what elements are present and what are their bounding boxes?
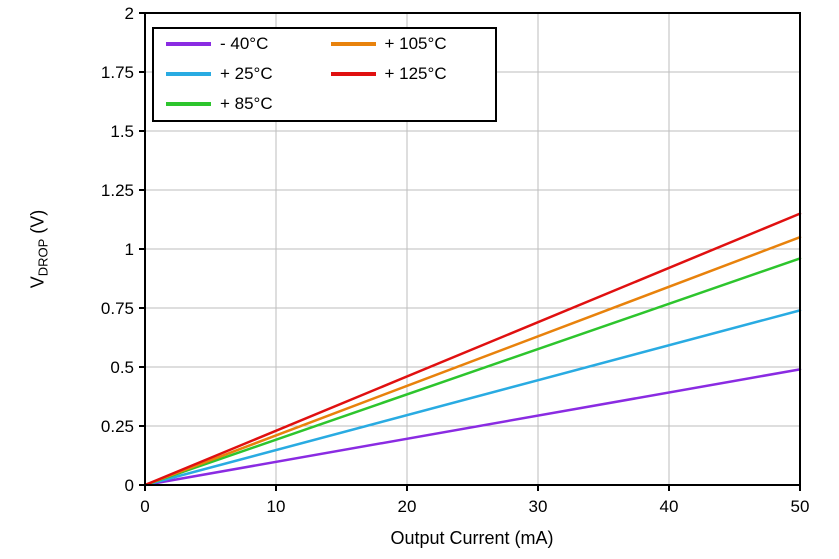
series-line-0 (143, 368, 802, 487)
y-tick-label: 1.5 (110, 122, 134, 141)
x-tick-label: 10 (267, 497, 286, 516)
y-tick-label: 1.75 (101, 63, 134, 82)
y-tick-label: 1.25 (101, 181, 134, 200)
legend-items: - 40°C + 25°C + 85°C + 105°C + 125°C (154, 29, 495, 120)
legend-swatch (330, 42, 376, 46)
legend-item: + 25°C (166, 59, 326, 89)
y-tick-label: 0.25 (101, 417, 134, 436)
x-tick-label: 20 (398, 497, 417, 516)
x-tick-label: 40 (660, 497, 679, 516)
y-tick-label: 0 (125, 476, 134, 495)
series-line-4 (143, 212, 802, 487)
legend-swatch (166, 102, 211, 106)
legend-item: + 85°C (166, 89, 326, 119)
legend-label: + 125°C (384, 64, 447, 83)
series-line-1 (143, 309, 802, 487)
legend-label: - 40°C (220, 34, 269, 53)
y-tick-label: 1 (125, 240, 134, 259)
y-axis-title: VDROP (V) (27, 209, 51, 289)
series-line-3 (143, 235, 802, 487)
legend-item: - 40°C (166, 29, 326, 59)
legend-swatch (166, 72, 211, 76)
y-tick-label: 0.75 (101, 299, 134, 318)
legend-label: + 25°C (220, 64, 273, 83)
y-axis-title-base: V (27, 276, 48, 289)
y-axis-title-subscript: DROP (35, 238, 51, 277)
y-tick-label: 0.5 (110, 358, 134, 377)
legend-item: + 125°C (330, 59, 491, 89)
legend-label: + 105°C (384, 34, 447, 53)
legend-item: + 105°C (330, 29, 491, 59)
legend-label: + 85°C (220, 94, 273, 113)
x-axis-title: Output Current (mA) (390, 528, 554, 548)
x-tick-label: 0 (140, 497, 149, 516)
y-axis-title-unit: (V) (27, 209, 48, 239)
y-tick-label: 2 (125, 4, 134, 23)
series-line-2 (143, 257, 802, 487)
legend-swatch (330, 72, 376, 76)
x-tick-label: 50 (791, 497, 810, 516)
legend-swatch (166, 42, 211, 46)
x-tick-label: 30 (529, 497, 548, 516)
legend: - 40°C + 25°C + 85°C + 105°C + 125°C (152, 27, 497, 122)
